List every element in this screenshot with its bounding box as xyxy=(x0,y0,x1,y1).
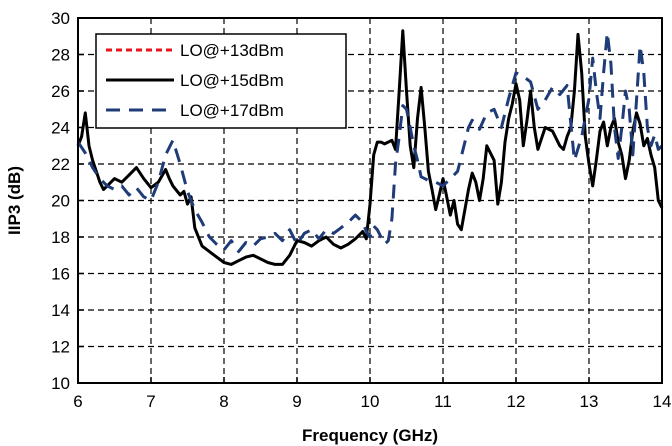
y-tick-label: 30 xyxy=(51,9,70,28)
x-tick-label: 7 xyxy=(146,392,155,411)
legend: LO@+13dBm LO@+15dBm LO@+17dBm xyxy=(95,33,347,129)
legend-label-2: LO@+17dBm xyxy=(180,101,284,120)
x-tick-labels: 6 7 8 9 10 11 12 13 14 xyxy=(73,392,671,411)
legend-label-0: LO@+13dBm xyxy=(180,41,284,60)
y-tick-label: 16 xyxy=(51,265,70,284)
y-tick-label: 28 xyxy=(51,46,70,65)
x-tick-label: 8 xyxy=(219,392,228,411)
y-axis-title: IIP3 (dB) xyxy=(5,166,24,235)
plot-series xyxy=(76,29,664,266)
y-tick-label: 18 xyxy=(51,228,70,247)
series-line-1 xyxy=(76,29,664,266)
axis-ticks xyxy=(77,17,663,384)
y-tick-label: 26 xyxy=(51,82,70,101)
y-tick-label: 12 xyxy=(51,338,70,357)
x-tick-label: 11 xyxy=(434,392,452,411)
y-tick-label: 24 xyxy=(51,119,70,138)
x-tick-label: 10 xyxy=(361,392,380,411)
y-tick-label: 10 xyxy=(51,374,70,393)
series-line-2 xyxy=(76,31,664,254)
x-tick-label: 13 xyxy=(580,392,599,411)
x-tick-label: 12 xyxy=(507,392,526,411)
x-tick-label: 9 xyxy=(292,392,301,411)
y-tick-label: 22 xyxy=(51,155,70,174)
y-tick-label: 14 xyxy=(51,301,70,320)
y-tick-labels: 10 12 14 16 18 20 22 24 26 28 30 xyxy=(51,9,70,393)
x-tick-label: 6 xyxy=(73,392,82,411)
y-tick-label: 20 xyxy=(51,192,70,211)
legend-label-1: LO@+15dBm xyxy=(180,71,284,90)
x-axis-title: Frequency (GHz) xyxy=(302,426,438,445)
x-tick-label: 14 xyxy=(653,392,672,411)
